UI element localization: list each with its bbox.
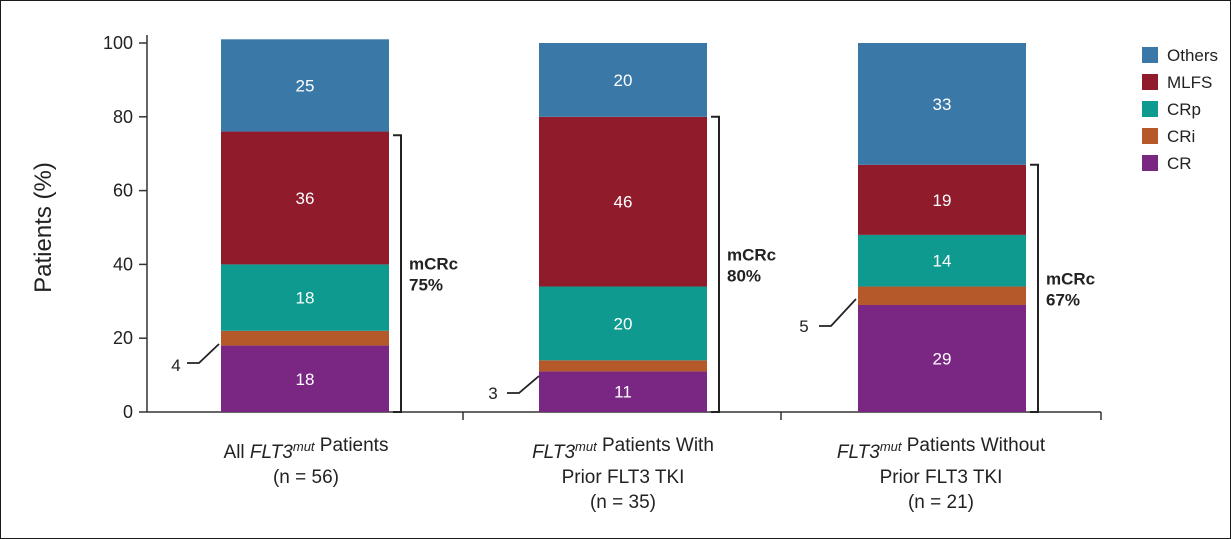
data-label-cri: 4 xyxy=(171,356,180,375)
mcrc-value: 75% xyxy=(409,276,443,295)
y-tick-label: 40 xyxy=(113,254,133,274)
legend-label-crp: CRp xyxy=(1167,100,1201,119)
bar-segment-crp xyxy=(539,286,707,361)
data-label-mlfs: 19 xyxy=(933,191,952,210)
category-label-line: Prior FLT3 TKI xyxy=(562,467,685,488)
legend-swatch-crp xyxy=(1142,101,1158,117)
category-label-line: (n = 35) xyxy=(590,492,656,513)
bar-segment-cri xyxy=(858,286,1026,305)
data-label-cri: 3 xyxy=(488,384,497,403)
data-label-others: 20 xyxy=(614,71,633,90)
category-text: Patients Without xyxy=(901,435,1045,456)
gene-superscript: mut xyxy=(575,439,598,454)
mcrc-label: mCRc xyxy=(727,245,776,264)
mcrc-bracket xyxy=(1030,163,1039,413)
bar-segment-mlfs xyxy=(539,116,707,287)
cri-leader-line xyxy=(187,343,220,364)
legend-label-cr: CR xyxy=(1167,154,1192,173)
category-text: (n = 56) xyxy=(273,467,339,488)
gene-name: FLT3 xyxy=(837,442,880,463)
category-text: Patients xyxy=(315,435,389,456)
mcrc-bracket xyxy=(393,134,402,413)
data-label-others: 33 xyxy=(933,95,952,114)
mcrc-value: 67% xyxy=(1046,290,1080,309)
data-label-cr: 11 xyxy=(614,383,632,402)
gene-superscript: mut xyxy=(880,439,903,454)
legend-swatch-cr xyxy=(1142,155,1158,171)
legend-label-others: Others xyxy=(1167,46,1218,65)
category-label-line: All FLT3mut Patients xyxy=(224,435,389,463)
y-axis-title: Patients (%) xyxy=(30,162,57,293)
y-tick-label: 0 xyxy=(123,402,133,422)
bar-segment-others xyxy=(858,43,1026,165)
data-label-cri: 5 xyxy=(799,317,808,336)
bar-segment-cri xyxy=(221,330,389,346)
bar-segment-cri xyxy=(539,360,707,372)
gene-name: FLT3 xyxy=(250,442,293,463)
data-label-mlfs: 36 xyxy=(296,189,315,208)
y-tick-label: 100 xyxy=(103,33,133,53)
data-label-mlfs: 46 xyxy=(614,193,633,212)
category-label-line: FLT3mut Patients With xyxy=(532,435,714,463)
gene-name: FLT3 xyxy=(532,442,575,463)
gene-superscript: mut xyxy=(293,439,316,454)
bar-segment-mlfs xyxy=(858,164,1026,235)
bar-segment-cr xyxy=(539,371,707,412)
data-label-crp: 14 xyxy=(933,252,952,271)
legend-swatch-cri xyxy=(1142,128,1158,144)
bar-segment-others xyxy=(221,39,389,132)
bar-segment-cr xyxy=(221,345,389,412)
data-label-cr: 18 xyxy=(296,370,315,389)
legend-label-cri: CRi xyxy=(1167,127,1195,146)
category-text: (n = 21) xyxy=(908,492,974,513)
y-tick-label: 80 xyxy=(113,107,133,127)
category-label-line: (n = 21) xyxy=(908,492,974,513)
bar-segment-mlfs xyxy=(221,131,389,265)
legend-swatch-mlfs xyxy=(1142,74,1158,90)
category-text: Prior FLT3 TKI xyxy=(880,467,1003,488)
data-label-others: 25 xyxy=(296,76,315,95)
category-text: All xyxy=(224,442,250,463)
data-label-crp: 20 xyxy=(614,314,633,333)
bar-segment-crp xyxy=(858,234,1026,287)
mcrc-label: mCRc xyxy=(1046,269,1095,288)
data-label-cr: 29 xyxy=(933,349,952,368)
legend-label-mlfs: MLFS xyxy=(1167,73,1212,92)
bar-segment-cr xyxy=(858,304,1026,412)
cri-leader-line xyxy=(819,298,857,327)
category-label-line: (n = 56) xyxy=(273,467,339,488)
cri-leader-line xyxy=(507,375,540,394)
bar-segment-crp xyxy=(221,264,389,331)
data-label-crp: 18 xyxy=(296,289,315,308)
y-tick-label: 60 xyxy=(113,181,133,201)
bar-segment-others xyxy=(539,43,707,117)
category-text: Patients With xyxy=(597,435,714,456)
y-tick-label: 20 xyxy=(113,328,133,348)
category-text: Prior FLT3 TKI xyxy=(562,467,685,488)
mcrc-label: mCRc xyxy=(409,255,458,274)
category-text: (n = 35) xyxy=(590,492,656,513)
mcrc-value: 80% xyxy=(727,266,761,285)
legend-swatch-others xyxy=(1142,47,1158,63)
category-label-line: FLT3mut Patients Without xyxy=(837,435,1046,463)
mcrc-bracket xyxy=(711,115,720,413)
category-label-line: Prior FLT3 TKI xyxy=(880,467,1003,488)
